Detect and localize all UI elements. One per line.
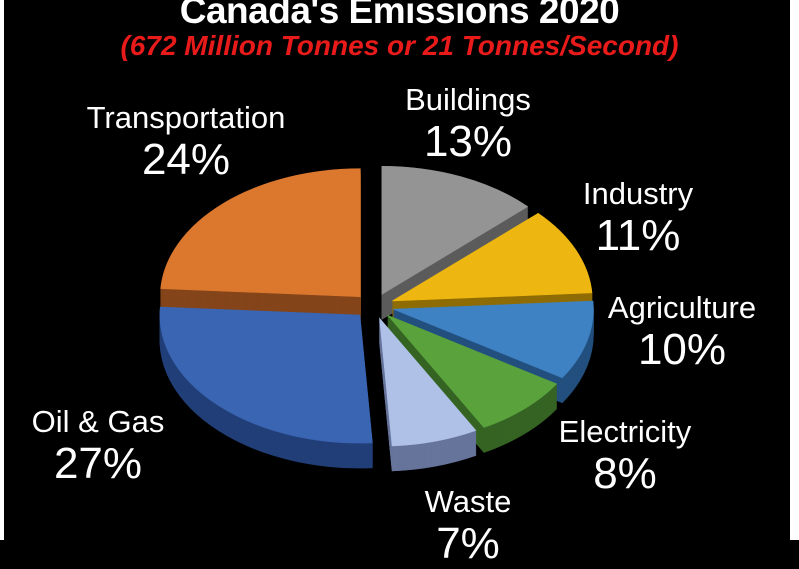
right-border (790, 0, 799, 540)
pie-slice-buildings (381, 165, 529, 320)
pie-slice-oil-gas (159, 306, 373, 469)
chart-title: Canada's Emissions 2020 (179, 0, 620, 31)
slide-background: Canada's Emissions 2020 (672 Million Ton… (31, 0, 757, 568)
chart-subtitle: (672 Million Tonnes or 21 Tonnes/Second) (120, 30, 679, 61)
pie-slice-waste (379, 317, 477, 472)
pie-slice-electricity (387, 315, 558, 453)
pie-slice-transportation (160, 168, 361, 323)
left-border (0, 0, 4, 540)
pie-chart-3d (159, 165, 594, 472)
